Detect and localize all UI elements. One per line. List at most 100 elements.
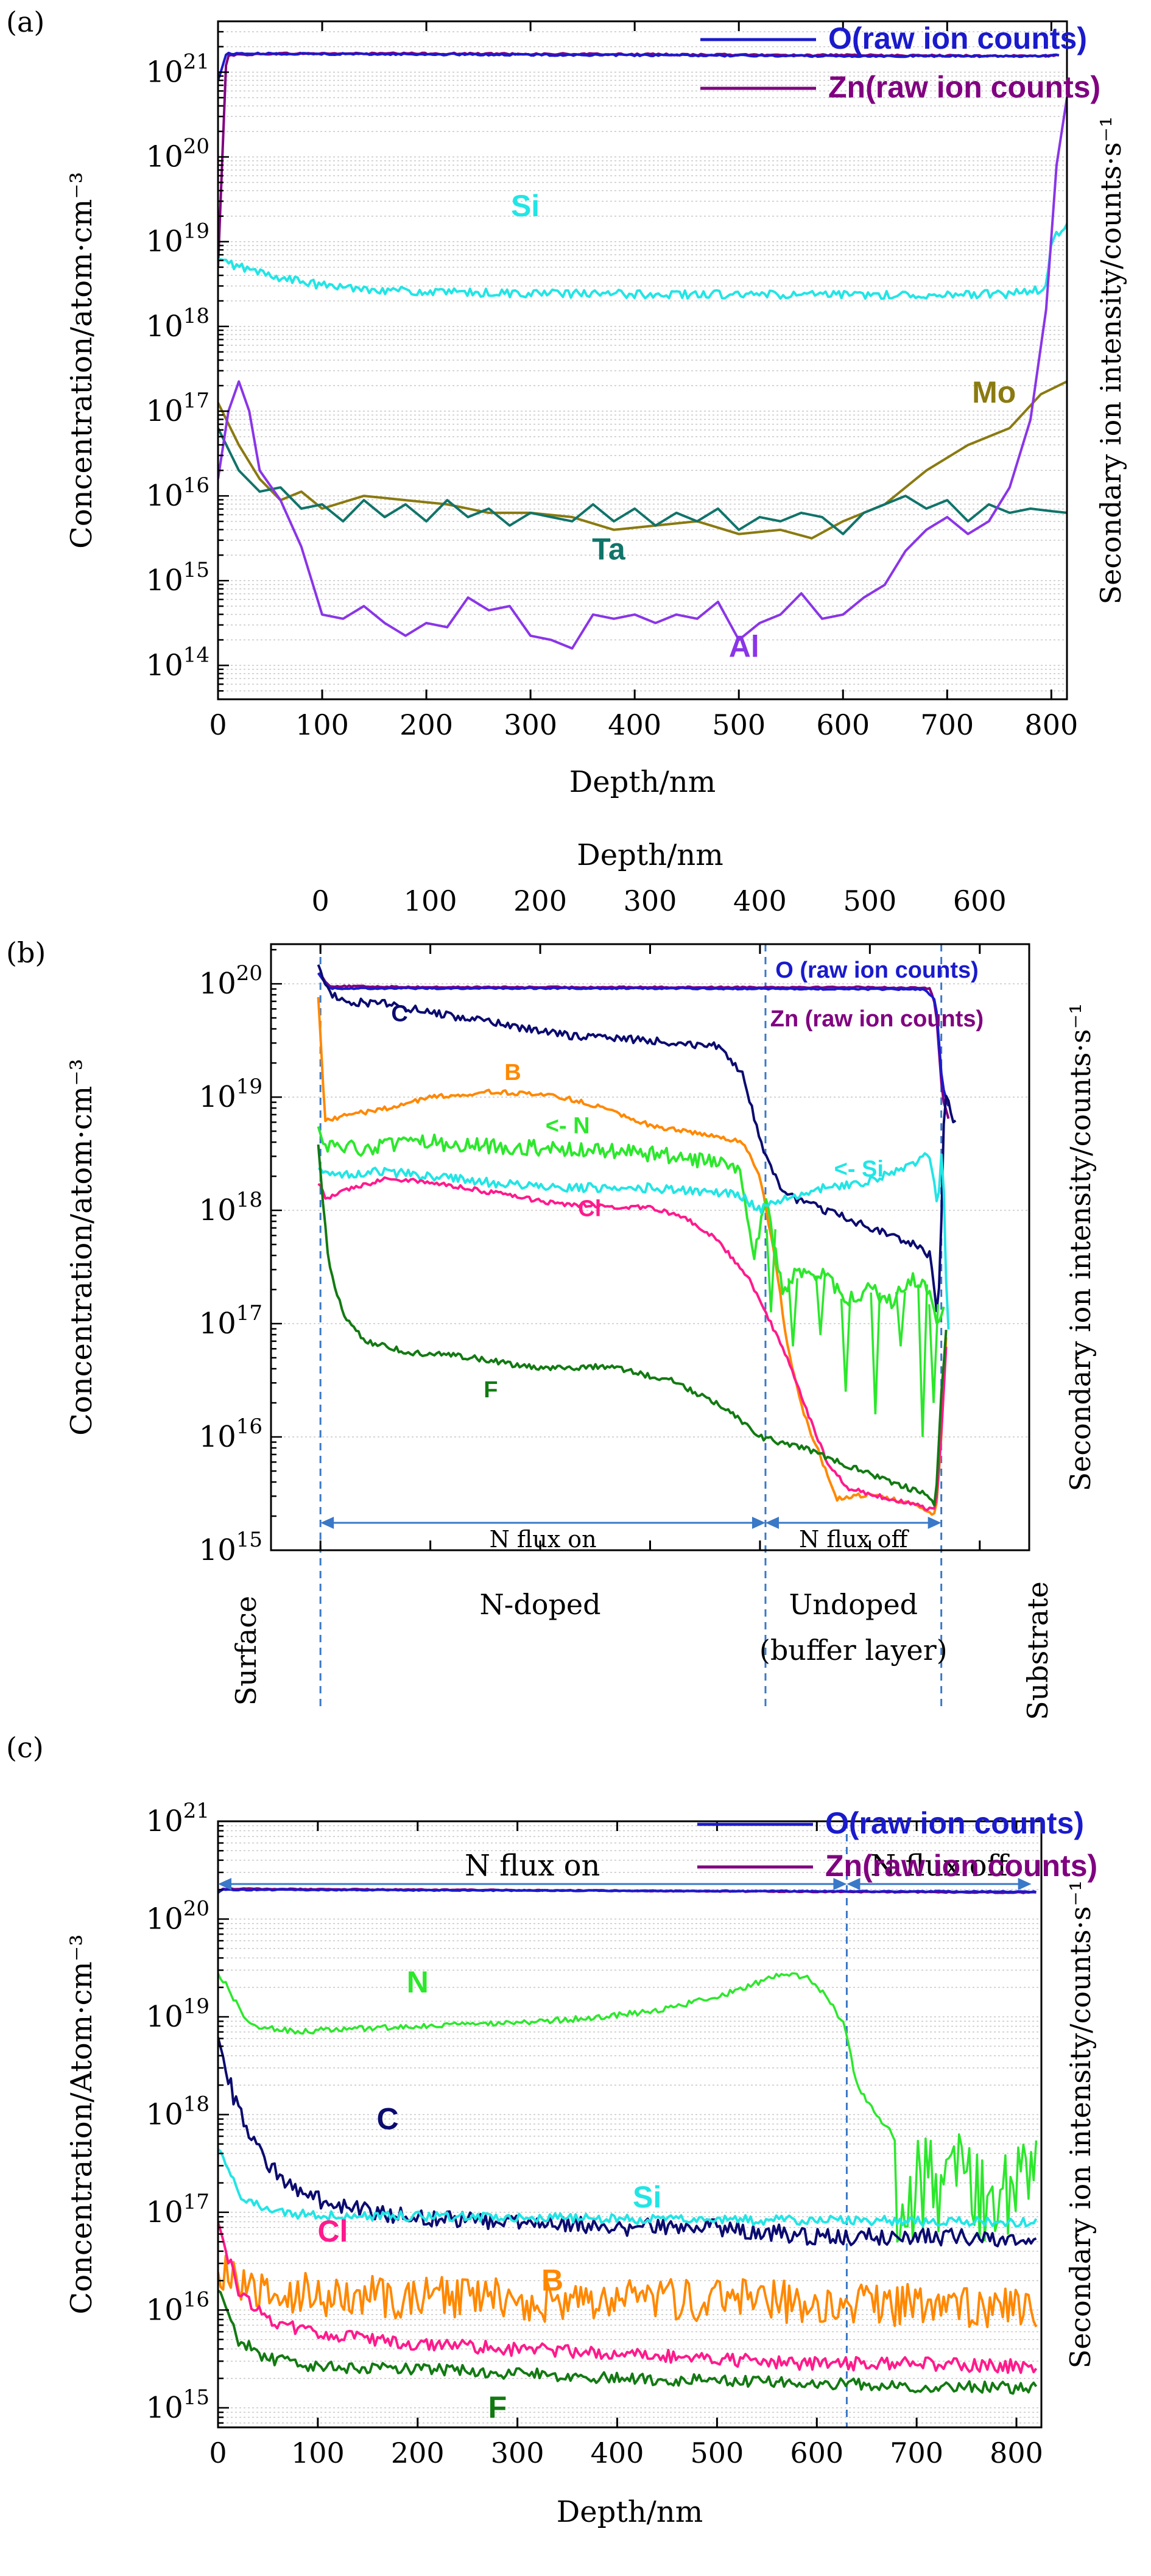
y-tick-label: 1020 [146,1896,209,1936]
series-line-o-raw-ion-counts- [218,51,1060,81]
x-tick-label: 600 [816,708,870,741]
y-tick-label: 1018 [146,304,209,344]
annotation-label: <- Si [834,1156,884,1182]
series-line-si [318,1152,950,1330]
x-axis: 0 100 200 300 400 500 600 700 800 [209,21,1078,741]
annotation-label: <- N [546,1113,590,1139]
legend-label: O (raw ion counts) [775,958,979,983]
series-group [317,964,957,1516]
x-axis: 0 100 200 300 400 500 600 700 800 [209,1821,1043,2469]
arrow-head [1018,1878,1032,1890]
x-tick-label: 300 [624,884,677,917]
y2-axis-label: Secondary ion intensity/counts·s⁻¹ [1064,1880,1097,2369]
annotation-label: Cl [578,1196,601,1221]
y-tick-label: 1017 [146,2190,209,2229]
region-label: N-doped [480,1588,601,1621]
annotation-label: N [407,1965,429,1999]
x-tick-label: 300 [491,2437,544,2469]
y-tick-label: 1020 [199,961,262,1001]
flux-spans: N flux on N flux off [320,1517,942,1553]
x-tick-label: 400 [591,2437,644,2469]
y-tick-label: 1015 [146,2385,209,2425]
annotation-label: Mo [972,375,1016,409]
panel-label: (a) [6,5,44,38]
panel-label: (c) [6,1731,44,1764]
series-spike [840,1299,851,1392]
arrow-head [765,1517,779,1529]
span-label: N flux on [490,1526,597,1553]
x-tick-label: 0 [209,708,227,741]
y-tick-label: 1018 [146,2092,209,2131]
x-axis: 0 100 200 300 400 500 600 [312,884,1007,1550]
series-group [218,51,1067,650]
x-tick-label: 400 [733,884,787,917]
annotation-label: B [504,1060,521,1085]
grid-lines [218,31,1067,700]
span-label: N flux on [465,1849,600,1883]
x-tick-label: 300 [504,708,557,741]
series-line-si [218,2148,1038,2228]
arrow-head [320,1517,334,1529]
arrow-head [833,1878,847,1890]
legend: O(raw ion counts) Zn(raw ion counts) [697,1806,1097,1883]
legend-label: O(raw ion counts) [828,21,1087,55]
y-axis-label: Concentration/Atom·cm⁻³ [65,1935,99,2315]
series-line-f [218,2289,1038,2395]
flux-spans: N flux on N flux off [218,1849,1032,1890]
x-tick-label: 0 [209,2437,227,2469]
x-tick-label: 500 [690,2437,744,2469]
y-tick-label: 1019 [146,1994,209,2034]
y2-axis-label: Secondary ion intensity/counts·s⁻¹ [1094,116,1127,605]
series-line-n [218,1972,1038,2243]
y-tick-label: 1021 [146,1799,209,1838]
y-tick-label: 1014 [146,643,209,682]
y-tick-label: 1019 [199,1075,262,1114]
panel-label: (b) [6,936,46,969]
annotation-label: Ta [592,532,626,566]
x-axis-label: Depth/nm [569,765,716,799]
y-tick-label: 1017 [199,1301,262,1341]
legend: O(raw ion counts) Zn(raw ion counts) [700,21,1100,104]
arrow-head [218,1878,231,1890]
annotation-label: C [391,1001,407,1026]
annotation-label: F [488,2390,507,2424]
region-label: Undoped [789,1588,918,1621]
y-axis-label: Concentration/atom·cm⁻³ [65,172,99,549]
annotation-label: C [377,2102,399,2136]
x-tick-label: 700 [890,2437,943,2469]
annotation-label: Al [729,629,759,663]
y-tick-label: 1016 [199,1414,262,1454]
y-tick-label: 1021 [146,49,209,89]
region-labels: Surface N-doped Undoped (buffer layer) Subst… [230,1581,1054,1720]
series-spike [787,1278,799,1347]
x-tick-label: 0 [312,884,329,917]
legend-label: O(raw ion counts) [825,1806,1084,1840]
series-line-cl [317,1176,948,1512]
series-annotations: C B <- N Cl F <- Si [391,1001,884,1402]
series-spike [766,1229,776,1313]
panel-c-chart: 0 100 200 300 400 500 600 700 800101510161017101… [6,1731,1097,2529]
series-line-c [317,964,957,1313]
series-line-c [218,2037,1037,2248]
x-axis-label: Depth/nm [577,838,723,872]
region-label: Substrate [1021,1581,1054,1720]
series-spike [928,1304,939,1403]
span-label: N flux off [799,1526,910,1553]
x-tick-label: 800 [1024,708,1078,741]
y-tick-label: 1016 [146,473,209,513]
series-line-o-raw-ion-counts- [317,972,950,1107]
series-spike [895,1291,906,1347]
series-line-n [317,1126,945,1325]
y-tick-label: 1015 [199,1528,262,1567]
y-tick-label: 1016 [146,2287,209,2327]
y-tick-label: 1017 [146,389,209,428]
arrow-head [751,1517,766,1529]
series-annotations: Si Mo Ta Al [511,189,1016,663]
x-tick-label: 500 [712,708,766,741]
annotation-label: Si [511,189,540,223]
x-tick-label: 200 [513,884,567,917]
series-line-al [218,97,1067,650]
y-tick-label: 1018 [199,1188,262,1227]
x-tick-label: 200 [391,2437,445,2469]
